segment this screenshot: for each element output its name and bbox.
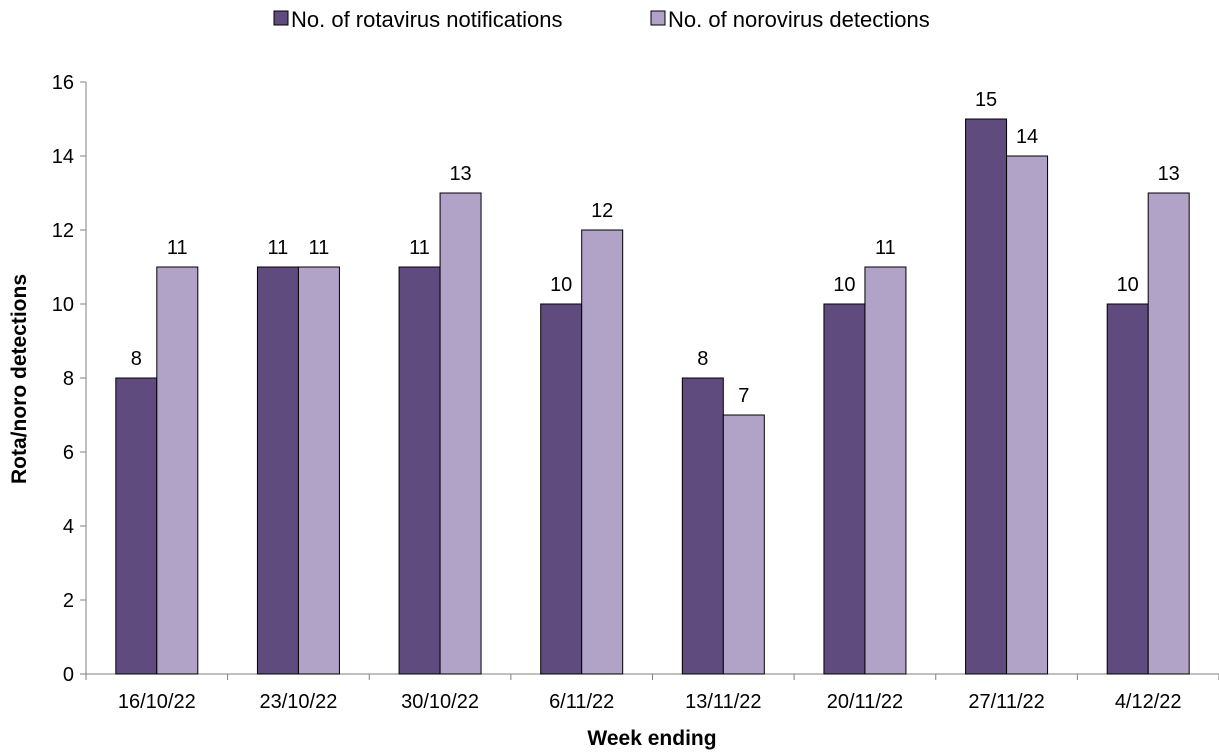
x-tick-label: 20/11/22 — [827, 691, 903, 713]
bar-rotavirus — [1106, 303, 1149, 675]
bar-rotavirus — [823, 303, 866, 675]
data-label: 7 — [738, 385, 749, 407]
y-tick-label: 0 — [63, 664, 74, 686]
data-label: 10 — [833, 274, 855, 296]
data-label: 11 — [409, 237, 430, 259]
bar-norovirus — [1147, 192, 1190, 675]
bar-rotavirus — [398, 266, 441, 675]
data-label: 12 — [591, 200, 613, 222]
data-label: 11 — [309, 237, 330, 259]
x-tick-label: 4/12/22 — [1115, 691, 1182, 713]
y-ticks: 0 2 4 6 8 10 12 14 16 — [52, 72, 86, 686]
data-label: 11 — [167, 237, 188, 259]
bar-rotavirus — [681, 377, 724, 675]
y-tick-label: 2 — [63, 590, 74, 612]
data-label: 11 — [268, 237, 289, 259]
x-tick-label: 23/10/22 — [260, 691, 338, 713]
y-tick-label: 8 — [63, 368, 74, 390]
data-label: 13 — [449, 163, 471, 185]
data-label: 15 — [975, 89, 997, 111]
y-tick-label: 4 — [63, 516, 74, 538]
y-tick-label: 16 — [52, 72, 74, 94]
data-label: 8 — [131, 348, 142, 370]
x-tick-label: 16/10/22 — [118, 691, 196, 713]
bars — [115, 118, 1190, 675]
data-label: 14 — [1016, 126, 1038, 148]
bar-norovirus — [864, 266, 907, 675]
data-label: 10 — [1117, 274, 1139, 296]
y-tick-label: 10 — [52, 294, 74, 316]
data-label: 13 — [1158, 163, 1180, 185]
bar-norovirus — [439, 192, 482, 675]
x-tick-label: 6/11/22 — [549, 691, 614, 713]
bar-rotavirus — [115, 377, 158, 675]
legend-label-rotavirus: No. of rotavirus notifications — [291, 7, 562, 32]
bar-norovirus — [297, 266, 340, 675]
data-label: 10 — [550, 274, 572, 296]
bar-norovirus — [156, 266, 199, 675]
y-axis-title: Rota/noro detections — [8, 274, 31, 484]
bar-rotavirus — [965, 118, 1008, 675]
x-axis-title: Week ending — [587, 727, 716, 750]
y-tick-label: 12 — [52, 220, 74, 242]
bar-norovirus — [722, 414, 765, 675]
x-tick-label: 30/10/22 — [401, 691, 479, 713]
x-tick-label: 27/11/22 — [968, 691, 1044, 713]
bar-norovirus — [1006, 155, 1049, 675]
legend-label-norovirus: No. of norovirus detections — [668, 7, 930, 32]
axes — [85, 82, 1219, 675]
y-tick-label: 14 — [52, 146, 74, 168]
y-tick-label: 6 — [63, 442, 74, 464]
data-label: 11 — [875, 237, 896, 259]
data-label: 8 — [697, 348, 708, 370]
legend: No. of rotavirus notifications No. of no… — [273, 7, 930, 32]
bar-norovirus — [581, 229, 624, 675]
bar-rotavirus — [256, 266, 299, 675]
legend-swatch-rotavirus — [273, 10, 289, 26]
x-ticks: 16/10/22 23/10/22 30/10/22 6/11/22 13/11/22 2… — [85, 674, 1219, 713]
data-labels: 8 11 11 10 8 10 15 10 11 11 13 12 7 11 14 13 — [131, 89, 1180, 407]
bar-rotavirus — [540, 303, 583, 675]
legend-swatch-norovirus — [650, 10, 666, 26]
x-tick-label: 13/11/22 — [685, 691, 761, 713]
